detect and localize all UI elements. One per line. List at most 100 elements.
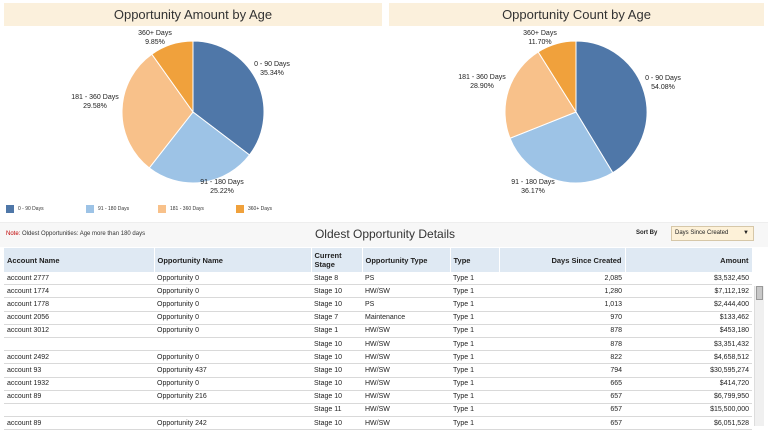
table-cell: Stage 8 (311, 272, 362, 286)
table-cell: 794 (499, 363, 625, 378)
slice-label: 181 - 360 Days (458, 74, 506, 81)
legend-item: 181 - 360 Days (158, 205, 204, 213)
scrollbar-thumb[interactable] (756, 286, 763, 300)
table-cell: $4,658,512 (625, 350, 752, 365)
slice-value-label: 36.17% (521, 188, 545, 195)
table-cell: $6,051,528 (625, 416, 752, 431)
table-row[interactable]: account 2777 Opportunity 0 Stage 8 PS Type 1… (4, 272, 752, 286)
pie-slice (504, 51, 577, 139)
table-cell: 657 (499, 416, 625, 431)
table-cell: Type 1 (450, 324, 499, 338)
table-cell: Maintenance (362, 311, 450, 325)
table-cell: account 1932 (4, 377, 154, 391)
slice-label: 91 - 180 Days (511, 179, 555, 186)
table-cell: 2,085 (499, 272, 625, 286)
table-row[interactable]: Stage 11 HW/SW Type 1 657 $15,500,000 (4, 403, 752, 418)
slice-label: 91 - 180 Days (200, 179, 244, 186)
table-cell: Type 1 (450, 284, 499, 299)
table-cell: HW/SW (362, 390, 450, 404)
table-cell: account 1778 (4, 297, 154, 312)
table-cell: HW/SW (362, 284, 450, 299)
table-cell: PS (362, 297, 450, 312)
table-row[interactable]: account 89 Opportunity 216 Stage 10 HW/SW Ty… (4, 390, 752, 404)
legend-label: 181 - 360 Days (170, 206, 204, 212)
table-row[interactable]: Stage 10 HW/SW Type 1 878 $3,351,432 (4, 337, 752, 352)
column-header[interactable]: Amount (625, 248, 753, 272)
table-cell: Type 1 (450, 377, 499, 391)
table-cell: Stage 10 (311, 350, 362, 365)
table-cell: 878 (499, 324, 625, 338)
table-row[interactable]: account 3012 Opportunity 0 Stage 1 HW/SW Typ… (4, 324, 752, 338)
slice-label: 0 - 90 Days (645, 75, 681, 82)
column-header[interactable]: Account Name (4, 248, 155, 272)
table-cell: $2,444,400 (625, 297, 752, 312)
table-cell: Opportunity 242 (154, 416, 311, 431)
slice-value-label: 11.70% (528, 39, 551, 46)
table-cell: $3,351,432 (625, 337, 752, 352)
table-row[interactable]: account 2056 Opportunity 0 Stage 7 Maintena… (4, 311, 752, 325)
table-cell: account 3012 (4, 324, 154, 338)
table-cell: 1,280 (499, 284, 625, 299)
table-cell: HW/SW (362, 377, 450, 391)
legend-swatch (158, 205, 166, 213)
table-row[interactable]: account 1778 Opportunity 0 Stage 10 PS Type … (4, 297, 752, 312)
table-cell: Type 1 (450, 350, 499, 365)
count-chart-title: Opportunity Count by Age (389, 3, 764, 26)
legend-label: 360+ Days (248, 206, 273, 212)
table-cell: $453,180 (625, 324, 752, 338)
pie-slice (121, 53, 194, 169)
table-cell: account 1774 (4, 284, 154, 299)
table-cell: Stage 10 (311, 363, 362, 378)
column-header[interactable]: Type (450, 248, 500, 272)
pie-slice (151, 40, 194, 114)
note-message: Oldest Opportunities: Age more than 180 … (20, 231, 146, 237)
chevron-down-icon: ▼ (743, 230, 749, 236)
table-cell: Stage 11 (311, 403, 362, 418)
table-cell: Stage 7 (311, 311, 362, 325)
table-scrollbar[interactable] (754, 286, 764, 426)
table-cell: HW/SW (362, 403, 450, 418)
table-cell: 657 (499, 390, 625, 404)
table-cell: $133,462 (625, 311, 752, 325)
table-row[interactable]: account 1932 Opportunity 0 Stage 10 HW/SW Ty… (4, 377, 752, 391)
table-cell: Stage 10 (311, 416, 362, 431)
table-row[interactable]: account 1774 Opportunity 0 Stage 10 HW/SW Ty… (4, 284, 752, 299)
sort-by-label: Sort By (636, 230, 658, 236)
table-cell: Stage 1 (311, 324, 362, 338)
table-cell: account 2777 (4, 272, 154, 286)
table-row[interactable]: account 89 Opportunity 242 Stage 10 HW/SW Ty… (4, 416, 752, 431)
table-cell: Type 1 (450, 363, 499, 378)
table-cell: Stage 10 (311, 390, 362, 404)
table-cell: $15,500,000 (625, 403, 752, 418)
table-cell: HW/SW (362, 337, 450, 352)
table-row[interactable]: account 2492 Opportunity 0 Stage 10 HW/SW Ty… (4, 350, 752, 365)
column-header[interactable]: Days Since Created (499, 248, 626, 272)
slice-label: 0 - 90 Days (254, 61, 290, 68)
table-cell: HW/SW (362, 363, 450, 378)
table-row[interactable]: account 93 Opportunity 437 Stage 10 HW/SW Ty… (4, 363, 752, 378)
table-cell: Opportunity 0 (154, 297, 311, 312)
column-header[interactable]: Opportunity Name (154, 248, 312, 272)
legend-item: 360+ Days (236, 205, 272, 213)
legend-swatch (236, 205, 244, 213)
column-header[interactable]: Opportunity Type (362, 248, 451, 272)
chart-legend: 0 - 90 Days 91 - 180 Days 181 - 360 Days 36… (6, 205, 326, 215)
table-cell: Type 1 (450, 311, 499, 325)
slice-label: 181 - 360 Days (71, 94, 119, 101)
table-cell: $7,112,192 (625, 284, 752, 299)
table-cell: 878 (499, 337, 625, 352)
column-header[interactable]: Current Stage (311, 248, 363, 272)
note-key: Note: (6, 231, 21, 237)
sort-by-dropdown[interactable]: Days Since Created ▼ (671, 226, 754, 241)
table-cell: 657 (499, 403, 625, 418)
table-cell: 665 (499, 377, 625, 391)
table-cell: Type 1 (450, 297, 499, 312)
table-cell: Type 1 (450, 403, 499, 418)
details-toolbar: Note: Oldest Opportunities: Age more tha… (0, 222, 768, 247)
table-cell: Opportunity 0 (154, 311, 311, 325)
pie-slice (509, 111, 614, 184)
table-cell: 1,013 (499, 297, 625, 312)
note-text: Note: Oldest Opportunities: Age more tha… (6, 231, 145, 237)
table-header-row: Account Name Opportunity Name Current Stag… (4, 248, 753, 272)
table-cell: Type 1 (450, 390, 499, 404)
